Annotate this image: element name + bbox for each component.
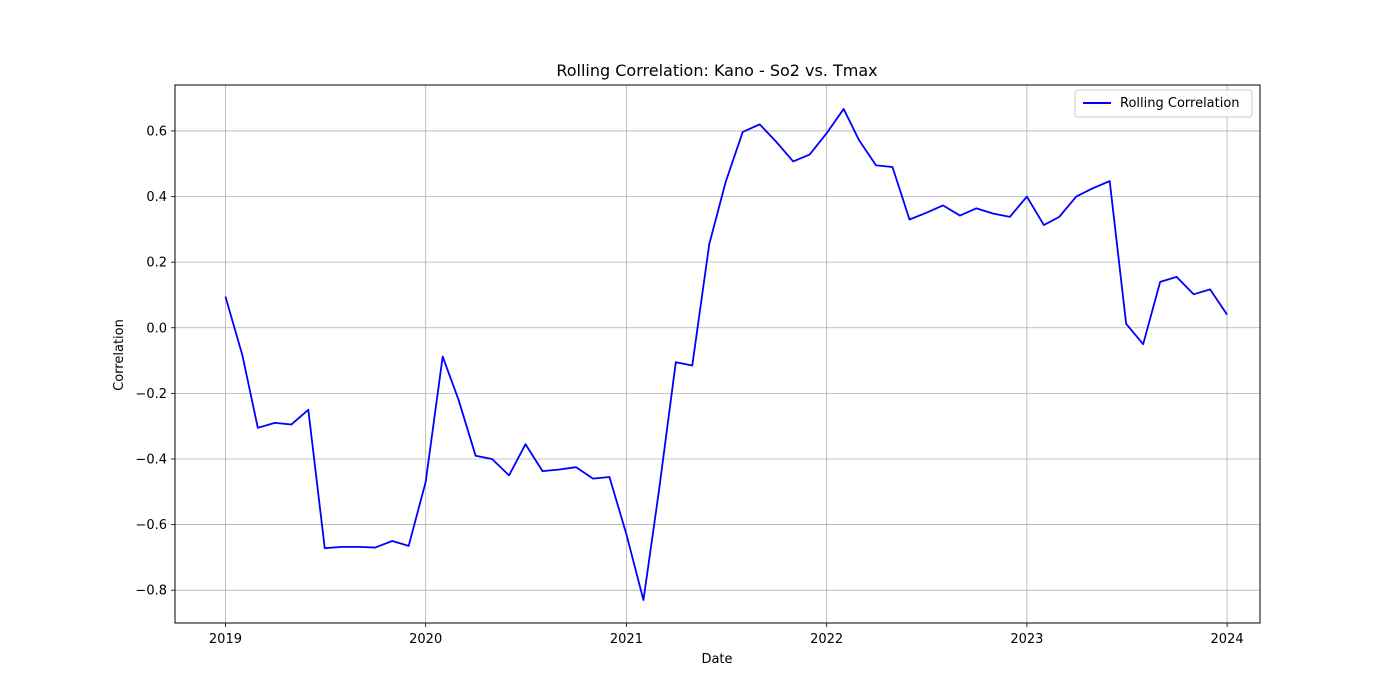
x-axis-label: Date bbox=[701, 652, 732, 667]
y-tick-label: −0.6 bbox=[135, 518, 167, 533]
legend-label-rolling-correlation: Rolling Correlation bbox=[1120, 96, 1240, 111]
y-tick-label: −0.2 bbox=[135, 387, 167, 402]
x-tick-label: 2020 bbox=[409, 632, 442, 647]
chart-title: Rolling Correlation: Kano - So2 vs. Tmax bbox=[556, 61, 877, 80]
y-tick-label: −0.8 bbox=[135, 584, 167, 599]
legend: Rolling Correlation bbox=[1074, 89, 1253, 118]
plot-area-frame bbox=[174, 84, 1261, 624]
y-axis-label: Correlation bbox=[112, 319, 127, 391]
x-tick-label: 2021 bbox=[610, 632, 643, 647]
legend-box bbox=[1074, 89, 1253, 118]
x-tick-label: 2024 bbox=[1211, 632, 1244, 647]
y-tick-label: 0.0 bbox=[146, 321, 167, 336]
y-tick-label: 0.2 bbox=[146, 256, 167, 271]
y-tick-label: −0.4 bbox=[135, 452, 167, 467]
series-layer bbox=[224, 108, 1228, 601]
x-tick-label: 2023 bbox=[1010, 632, 1043, 647]
series-line-rolling-correlation bbox=[224, 108, 1228, 601]
y-tick-label: 0.6 bbox=[146, 124, 167, 139]
x-tick-label: 2022 bbox=[810, 632, 843, 647]
y-tick-label: 0.4 bbox=[146, 190, 167, 205]
x-axis-ticks: 2019 2020 2021 2022 2023 2024 bbox=[209, 623, 1244, 647]
y-axis-ticks: −0.8 −0.6 −0.4 −0.2 0.0 0.2 0.4 0.6 bbox=[135, 124, 175, 599]
grid-lines bbox=[175, 85, 1260, 623]
x-tick-label: 2019 bbox=[209, 632, 242, 647]
